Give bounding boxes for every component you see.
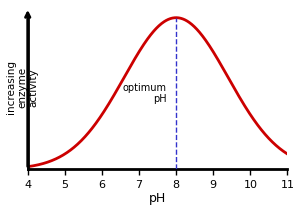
X-axis label: pH: pH <box>149 192 166 206</box>
Text: optimum
pH: optimum pH <box>123 83 167 104</box>
Y-axis label: increasing
enzyme
activity: increasing enzyme activity <box>6 60 39 114</box>
